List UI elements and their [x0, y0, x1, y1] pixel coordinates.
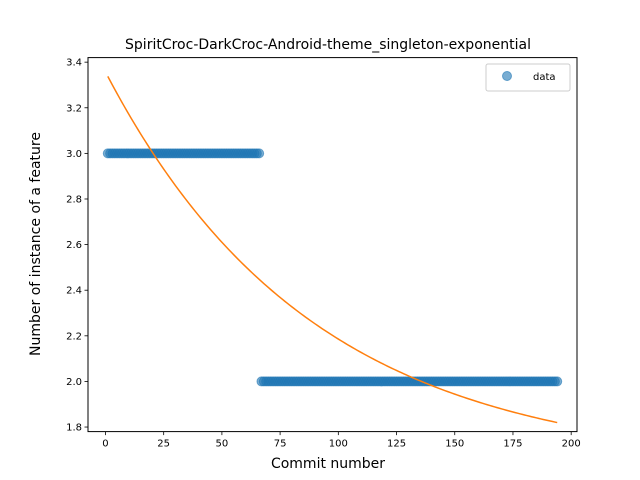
data-point	[254, 148, 265, 159]
y-tick-label: 2.8	[66, 194, 82, 205]
y-tick-label: 2.0	[66, 377, 82, 388]
x-tick-label: 50	[216, 439, 229, 450]
x-tick-label: 75	[274, 439, 287, 450]
x-axis-label: Commit number	[271, 456, 385, 472]
legend: data	[485, 63, 571, 92]
x-axis: 0 25 50 75 100 125 150 175 200	[102, 431, 581, 450]
y-tick-label: 2.6	[66, 240, 82, 251]
x-tick-label: 150	[445, 439, 464, 450]
x-tick-label: 125	[387, 439, 406, 450]
y-tick-label: 2.4	[66, 286, 82, 297]
plot-area	[102, 76, 563, 424]
y-tick-label: 2.2	[66, 331, 82, 342]
x-tick-label: 200	[562, 439, 581, 450]
data-point	[552, 376, 563, 387]
legend-label: data	[533, 72, 556, 83]
y-axis-label: Number of instance of a feature	[28, 132, 44, 356]
y-tick-label: 1.8	[66, 423, 82, 434]
x-tick-label: 175	[503, 439, 522, 450]
x-tick-label: 100	[329, 439, 348, 450]
legend-marker	[502, 71, 512, 81]
fit-line	[107, 76, 558, 424]
chart-title: SpiritCroc-DarkCroc-Android-theme_single…	[125, 37, 531, 53]
y-axis: 1.8 2.0 2.2 2.4 2.6 2.8 3.0 3.2 3.4	[66, 58, 88, 434]
y-tick-label: 3.0	[66, 149, 82, 160]
y-tick-label: 3.4	[66, 58, 82, 69]
x-tick-label: 25	[157, 439, 170, 450]
y-tick-label: 3.2	[66, 103, 82, 114]
legend-box	[485, 63, 571, 92]
x-tick-label: 0	[102, 439, 108, 450]
